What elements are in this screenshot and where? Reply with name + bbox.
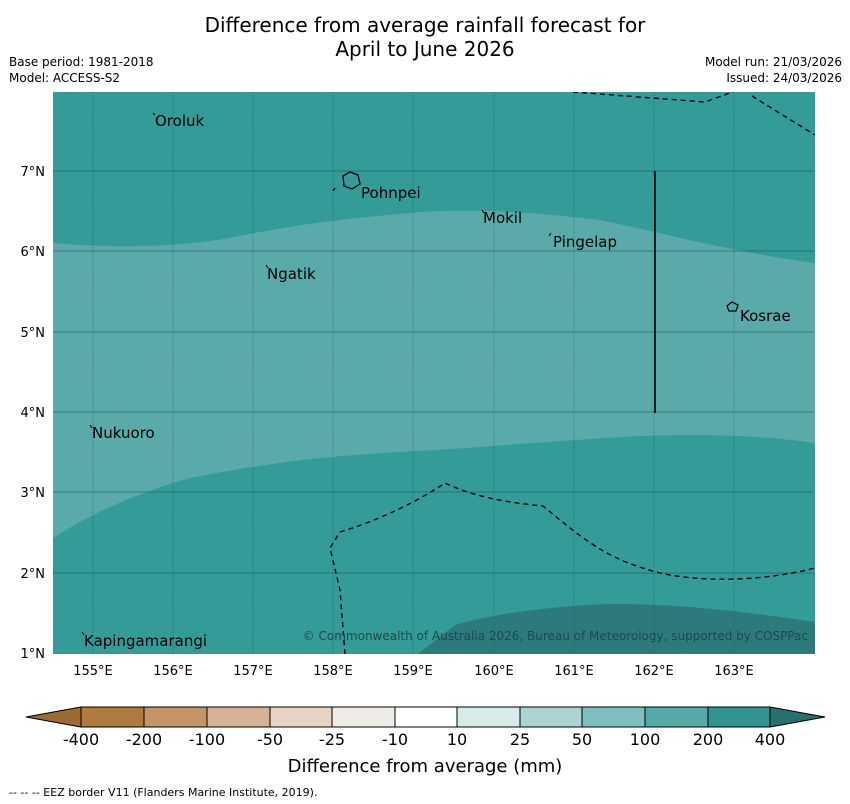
colorbar-segment [332,707,395,727]
lon-tick-label: 162°E [634,664,674,679]
region-100-200 [53,210,815,538]
lon-tick-label: 158°E [313,664,353,679]
lat-tick-label: 6°N [21,245,46,260]
colorbar-segment [81,707,144,727]
lat-tick-label: 5°N [21,326,46,341]
eez-border [329,92,815,654]
lon-tick-label: 156°E [153,664,193,679]
lat-tick-label: 1°N [21,647,46,662]
colorbar-segment [645,707,708,727]
lon-tick-label: 160°E [474,664,514,679]
meta-left: Base period: 1981-2018 Model: ACCESS-S2 [9,54,154,86]
place-label-ngatik: Ngatik [267,265,316,283]
colorbar-segment [520,707,582,727]
graticule [53,92,815,654]
colorbar-segment [708,707,770,727]
lon-tick-label: 163°E [714,664,754,679]
lon-tick-label: 159°E [393,664,433,679]
base-period: Base period: 1981-2018 [9,55,154,69]
title-line-1: Difference from average rainfall forecas… [204,13,646,37]
map-title: Difference from average rainfall forecas… [0,13,850,61]
colorbar-segment [144,707,207,727]
place-label-nukuoro: Nukuoro [92,424,155,442]
atoll-markers [81,112,552,636]
lon-tick-label: 161°E [554,664,594,679]
pohnpei-islet [332,187,336,192]
colorbar-tick-label: -200 [126,730,162,749]
colorbar: -400 -200 -100 -50 -25 -10 10 25 50 100 … [25,706,826,777]
issued-date: Issued: 24/03/2026 [726,71,842,85]
place-label-pingelap: Pingelap [553,233,617,251]
colorbar-tick-label: -25 [319,730,345,749]
place-label-mokil: Mokil [483,209,522,227]
region-over-400 [418,604,815,654]
colorbar-segment [395,707,457,727]
colorbar-title: Difference from average (mm) [288,756,563,777]
colorbar-tick-label: -100 [189,730,225,749]
title-line-2: April to June 2026 [335,37,515,61]
colorbar-low-arrow [25,706,82,728]
copyright-notice: © Commonwealth of Australia 2026, Bureau… [303,629,808,643]
place-label-kosrae: Kosrae [740,307,791,325]
colorbar-segment [457,707,520,727]
colorbar-segment [582,707,645,727]
colorbar-tick-label: -400 [63,730,99,749]
lon-tick-label: 155°E [73,664,113,679]
kosrae-island-outline [726,301,739,312]
place-label-oroluk: Oroluk [155,112,204,130]
lat-tick-label: 3°N [21,486,46,501]
colorbar-tick-label: 25 [510,730,530,749]
footer-note: -- -- -- EEZ border V11 (Flanders Marine… [9,786,318,799]
colorbar-high-arrow [769,706,826,728]
colorbar-dividers [80,706,771,728]
map-area [53,92,815,654]
colorbar-tick-label: -10 [382,730,408,749]
colorbar-tick-label: -50 [257,730,283,749]
colorbar-tick-label: 50 [572,730,592,749]
colorbar-segment [207,707,270,727]
lon-axis-ticks: 155°E 156°E 157°E 158°E 159°E 160°E 161°… [73,664,754,679]
colorbar-tick-label: 400 [755,730,786,749]
lat-axis-ticks: 7°N 6°N 5°N 4°N 3°N 2°N 1°N [21,165,46,662]
model-name: Model: ACCESS-S2 [9,71,121,85]
place-label-pohnpei: Pohnpei [361,184,421,202]
place-label-kapingamarangi: Kapingamarangi [84,632,207,650]
lat-tick-label: 4°N [21,406,46,421]
colorbar-segment [270,707,332,727]
colorbar-ticks: -400 -200 -100 -50 -25 -10 10 25 50 100 … [63,730,785,749]
lat-tick-label: 7°N [21,165,46,180]
colorbar-tick-label: 200 [693,730,724,749]
lat-tick-label: 2°N [21,567,46,582]
model-run: Model run: 21/03/2026 [704,55,842,69]
colorbar-tick-label: 10 [447,730,467,749]
lon-tick-label: 157°E [233,664,273,679]
colorbar-tick-label: 100 [630,730,661,749]
pohnpei-island-outline [342,171,361,190]
meta-right: Model run: 21/03/2026 Issued: 24/03/2026 [705,54,842,86]
